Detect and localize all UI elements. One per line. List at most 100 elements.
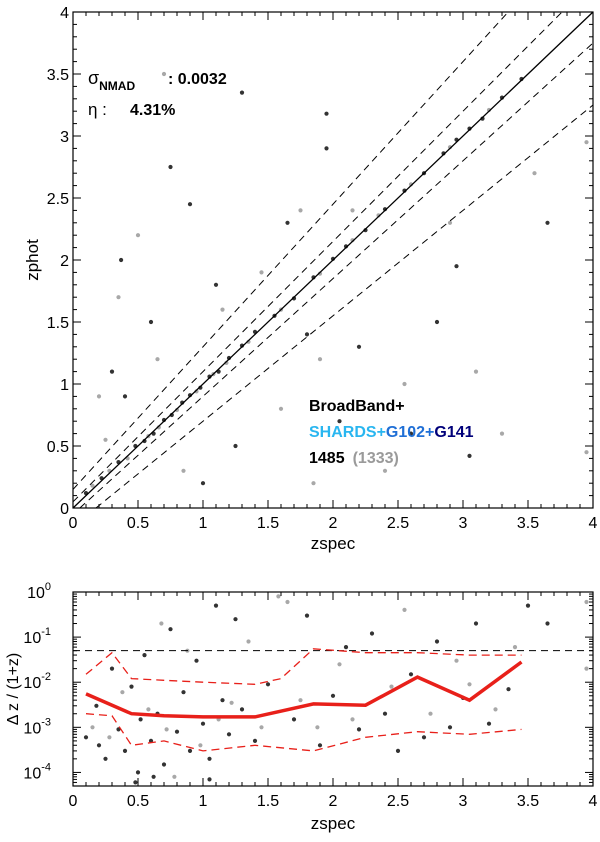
zphot-vs-zspec-chart: 0 0.5 1 1.5 2 2.5 3 3.5 4 0 0.5 1 1.5 2 2.5 3 3.5 4 zspec… (23, 5, 598, 553)
count-subset: (1333) (353, 450, 399, 467)
envelope-line (95, 104, 594, 509)
top-axis-ticks: 0 0.5 1 1.5 2 2.5 3 3.5 4 0 0.5 1 1.5 2 2.5 3 3.5 4 (47, 5, 598, 532)
top-point (545, 220, 550, 225)
bottom-point (434, 639, 440, 644)
bottom-point (200, 721, 206, 726)
bottom-point (447, 725, 453, 730)
bottom-point (317, 743, 323, 748)
top-point (317, 357, 323, 362)
bottom-point (428, 711, 433, 716)
bottom-point (133, 780, 138, 785)
top-y-tick-label: 2 (60, 253, 69, 270)
bottom-point (226, 732, 232, 737)
top-point (148, 319, 154, 325)
top-point (454, 264, 459, 269)
bottom-y-tick-label: 10-4 (23, 761, 51, 782)
bottom-point (493, 707, 498, 712)
tick-base: 10 (23, 630, 41, 647)
tick-exponent: -4 (41, 761, 51, 773)
bottom-x-tick-label: 1 (199, 793, 208, 810)
bottom-point (151, 774, 156, 779)
bottom-point (181, 690, 186, 695)
bottom-point (545, 621, 550, 626)
bottom-point (146, 707, 151, 712)
median-line (85, 660, 523, 719)
sigma-subscript: NMAD (99, 79, 135, 93)
bottom-point (164, 727, 169, 732)
top-point (298, 208, 303, 213)
top-y-tick-label: 1 (60, 377, 69, 394)
bottom-point (467, 682, 472, 687)
bottom-point (168, 627, 173, 632)
upper-envelope-line (85, 648, 522, 685)
bottom-point (83, 735, 89, 740)
top-point (90, 483, 95, 488)
bottom-point (109, 666, 115, 671)
top-y-tick-label: 3 (60, 129, 69, 146)
bottom-y-tick-label: 100 (27, 581, 51, 602)
envelope-line (72, 11, 563, 503)
bottom-point (512, 645, 518, 650)
top-point (434, 319, 440, 325)
top-point (200, 481, 206, 486)
tick-base: 10 (23, 765, 41, 782)
bottom-y-tick-label: 10-3 (23, 716, 51, 737)
top-y-tick-label: 0.5 (47, 439, 69, 456)
bottom-point (120, 690, 125, 695)
bottom-point (138, 717, 143, 722)
one-to-one-line (72, 11, 594, 509)
top-point (122, 394, 128, 399)
top-x-tick-label: 4 (589, 515, 598, 532)
bottom-point (142, 653, 147, 658)
bottom-point (291, 717, 297, 722)
legend-g102: G102+ (386, 424, 434, 441)
bottom-point (525, 603, 531, 608)
count-all: 1485 (309, 450, 345, 467)
top-point (181, 468, 186, 473)
top-point (116, 295, 121, 300)
bottom-point (213, 603, 219, 608)
bottom-point (337, 662, 342, 667)
top-x-tick-label: 1 (199, 515, 208, 532)
bottom-point (135, 770, 141, 775)
stats-annotation: σNMAD : 0.0032 η : 4.31% (88, 68, 227, 119)
bottom-point (298, 698, 303, 703)
envelope-line (72, 11, 509, 490)
bottom-point (389, 684, 394, 689)
top-x-tick-label: 3.5 (517, 515, 539, 532)
bottom-point (233, 617, 238, 622)
top-x-axis-label: zspec (311, 534, 356, 553)
bottom-point (584, 666, 589, 671)
bottom-point (276, 594, 281, 599)
bottom-x-tick-label: 0.5 (127, 793, 149, 810)
bottom-point (94, 703, 99, 708)
top-point (447, 220, 453, 225)
bottom-point (159, 621, 164, 626)
bottom-point (229, 700, 234, 705)
bottom-x-tick-label: 2.5 (387, 793, 409, 810)
top-point (402, 381, 407, 387)
top-point (499, 431, 505, 436)
tick-base: 10 (27, 585, 45, 602)
bottom-y-tick-label: 10-1 (23, 626, 51, 647)
bottom-point (395, 748, 401, 754)
top-point (96, 394, 102, 399)
bottom-point (408, 672, 414, 677)
legend-g141: G141 (434, 424, 473, 441)
top-y-tick-label: 3.5 (47, 67, 69, 84)
bottom-point (172, 774, 177, 779)
top-point (324, 146, 329, 151)
top-point (103, 437, 108, 442)
bottom-x-tick-label: 4 (589, 793, 598, 810)
bottom-point (402, 607, 407, 613)
sigma-value: : 0.0032 (168, 71, 227, 88)
top-point (473, 369, 479, 374)
top-y-tick-label: 4 (60, 5, 69, 22)
bottom-point (486, 721, 492, 726)
bottom-point (129, 684, 134, 689)
legend-line-instruments: SHARDS+G102+G141 (309, 424, 474, 441)
bottom-point (285, 599, 290, 605)
bottom-point (356, 727, 362, 732)
top-point (467, 453, 472, 458)
